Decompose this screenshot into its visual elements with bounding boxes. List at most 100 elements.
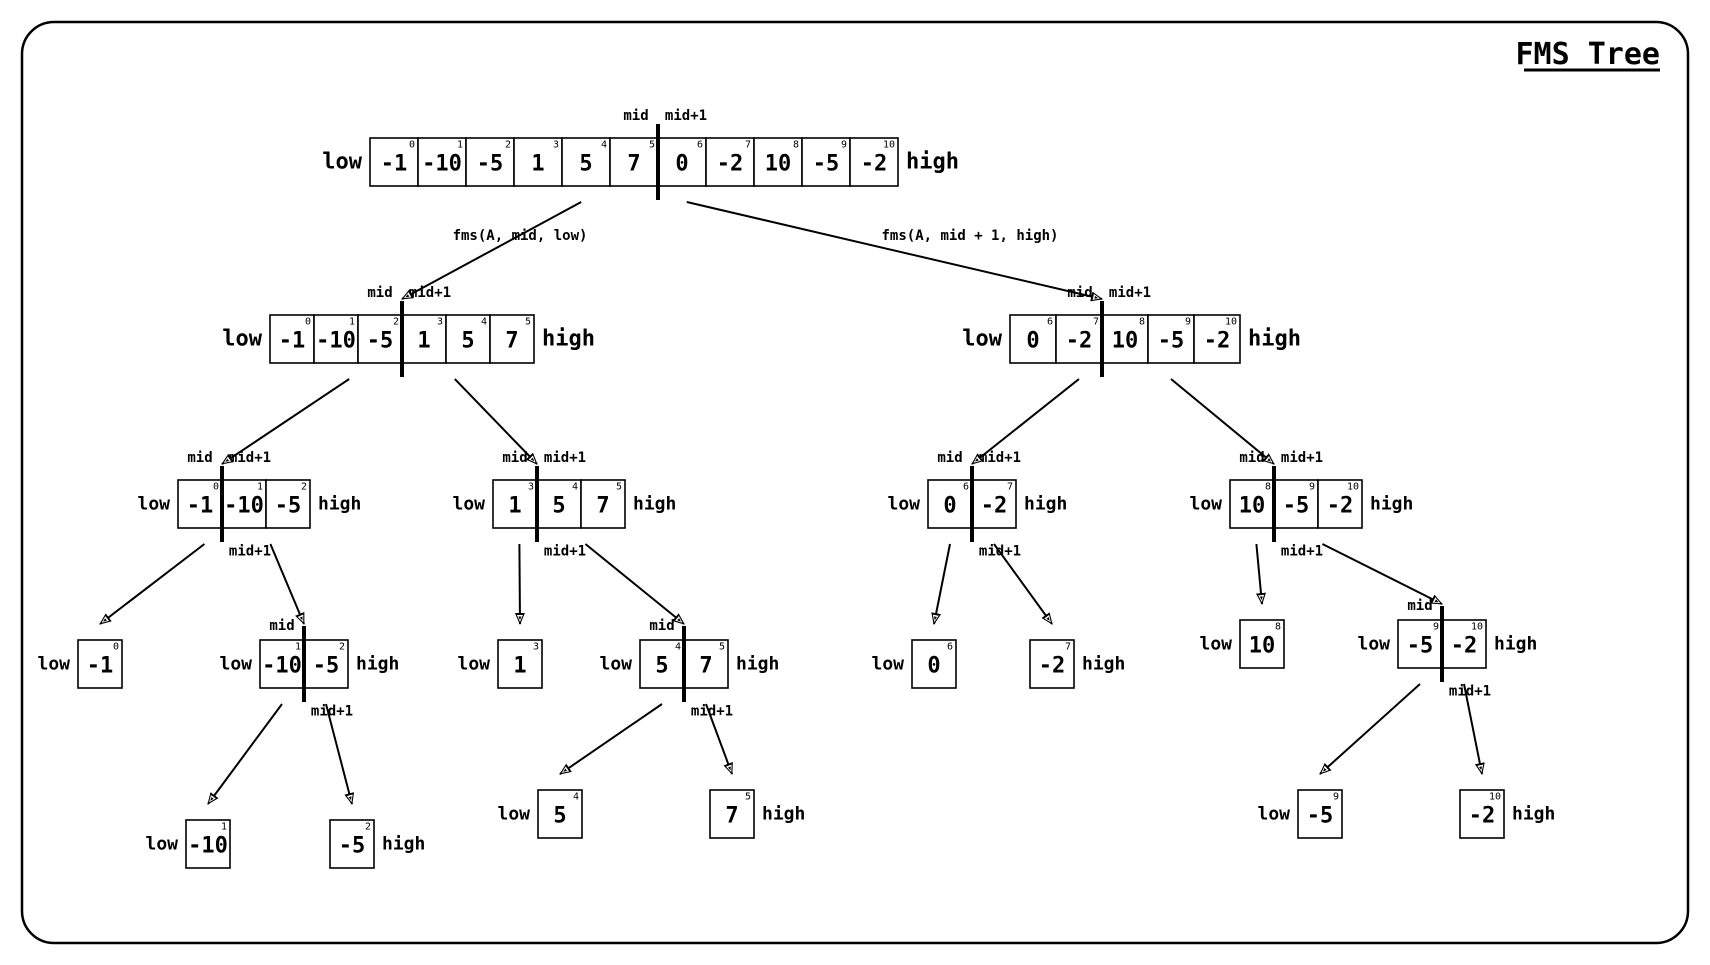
cell-value: 7: [725, 804, 738, 829]
low-label: low: [322, 150, 362, 175]
svg-text:mid+1: mid+1: [665, 108, 707, 124]
cell-index: 9: [1185, 316, 1191, 327]
cell-value: -1: [87, 654, 114, 679]
cell-value: 5: [461, 329, 474, 354]
cell-index: 10: [1347, 481, 1359, 492]
svg-text:mid: mid: [187, 450, 212, 466]
cell-index: 8: [793, 139, 799, 150]
cell-index: 10: [1471, 621, 1483, 632]
cell-index: 7: [1065, 641, 1071, 652]
cell-value: 7: [596, 494, 609, 519]
cell-value: 0: [927, 654, 940, 679]
svg-text:mid+1: mid+1: [1281, 544, 1323, 560]
diagram-stage: FMS Tree-10-101-5213547506-27108-59-210m…: [0, 0, 1710, 965]
call-label: fms(A, mid + 1, high): [881, 228, 1058, 244]
cell-value: 1: [417, 329, 430, 354]
tree-node-LR1a: 54low: [497, 790, 582, 838]
cell-value: -2: [1066, 329, 1093, 354]
cell-index: 0: [113, 641, 119, 652]
low-label: low: [219, 654, 252, 675]
cell-value: -5: [1158, 329, 1185, 354]
high-label: high: [542, 327, 595, 352]
cell-value: 7: [699, 654, 712, 679]
cell-index: 5: [719, 641, 725, 652]
cell-index: 6: [963, 481, 969, 492]
cell-index: 6: [1047, 316, 1053, 327]
tree-node-LR1b: 75high: [710, 790, 805, 838]
cell-value: -2: [1451, 634, 1478, 659]
edge: [934, 544, 950, 624]
high-label: high: [736, 654, 779, 675]
edge: [222, 379, 349, 464]
edge: [1171, 379, 1274, 464]
tree-node-R: 06-27108-59-210midmid+1lowhigh: [962, 285, 1301, 377]
svg-text:mid+1: mid+1: [409, 285, 451, 301]
cell-value: -1: [279, 329, 306, 354]
cell-value: 1: [508, 494, 521, 519]
cell-index: 10: [1489, 791, 1501, 802]
tree-node-LL0: -1 0 low: [37, 640, 122, 688]
cell-index: 5: [525, 316, 531, 327]
svg-text:mid: mid: [1407, 598, 1432, 614]
edge: [270, 544, 304, 624]
tree-node-RR1b: -2 10 high: [1460, 790, 1555, 838]
cell-index: 8: [1275, 621, 1281, 632]
cell-index: 9: [1309, 481, 1315, 492]
cell-value: 10: [1112, 329, 1139, 354]
svg-text:mid+1: mid+1: [691, 704, 733, 720]
cell-value: -1: [187, 494, 214, 519]
cell-value: 5: [579, 152, 592, 177]
cell-value: -5: [813, 152, 840, 177]
high-label: high: [356, 654, 399, 675]
cell-value: -5: [367, 329, 394, 354]
cell-index: 9: [1433, 621, 1439, 632]
cell-value: -2: [1327, 494, 1354, 519]
high-label: high: [382, 834, 425, 855]
cell-index: 0: [305, 316, 311, 327]
edge: [560, 704, 662, 774]
tree-node-LL1b: -5 2 high: [330, 820, 425, 868]
cell-index: 4: [601, 139, 607, 150]
cell-value: -2: [1469, 804, 1496, 829]
cell-index: 3: [533, 641, 539, 652]
cell-value: -2: [861, 152, 888, 177]
tree-node-RR1a: -59low: [1257, 790, 1342, 838]
low-label: low: [962, 327, 1002, 352]
cell-index: 1: [257, 481, 263, 492]
cell-value: -1: [381, 152, 408, 177]
high-label: high: [633, 494, 676, 515]
cell-value: -5: [1407, 634, 1434, 659]
tree-node-LL: -10-101-52midmid+1mid+1lowhigh: [137, 450, 361, 560]
cell-value: -2: [981, 494, 1008, 519]
cell-index: 2: [393, 316, 399, 327]
low-label: low: [887, 494, 920, 515]
tree-node-RL0: 06low: [871, 640, 956, 688]
high-label: high: [1512, 804, 1555, 825]
svg-text:mid: mid: [623, 108, 648, 124]
cell-index: 4: [573, 791, 579, 802]
low-label: low: [222, 327, 262, 352]
svg-text:mid: mid: [649, 618, 674, 634]
edge: [687, 202, 1102, 299]
cell-value: -5: [339, 834, 366, 859]
cell-value: -10: [422, 152, 462, 177]
cell-value: 0: [1026, 329, 1039, 354]
edge: [1320, 684, 1420, 774]
low-label: low: [1199, 634, 1232, 655]
edge: [585, 544, 684, 624]
high-label: high: [1082, 654, 1125, 675]
svg-text:mid: mid: [937, 450, 962, 466]
high-label: high: [1370, 494, 1413, 515]
svg-text:mid+1: mid+1: [1281, 450, 1323, 466]
low-label: low: [871, 654, 904, 675]
cell-index: 2: [365, 821, 371, 832]
tree-node-root: -10-101-5213547506-27108-59-210midmid+1l…: [322, 108, 959, 200]
low-label: low: [457, 654, 490, 675]
cell-value: 7: [627, 152, 640, 177]
tree-node-LR0: 13low: [457, 640, 542, 688]
low-label: low: [37, 654, 70, 675]
svg-text:mid+1: mid+1: [1109, 285, 1151, 301]
cell-index: 4: [572, 481, 578, 492]
cell-index: 8: [1139, 316, 1145, 327]
cell-value: -10: [262, 654, 302, 679]
